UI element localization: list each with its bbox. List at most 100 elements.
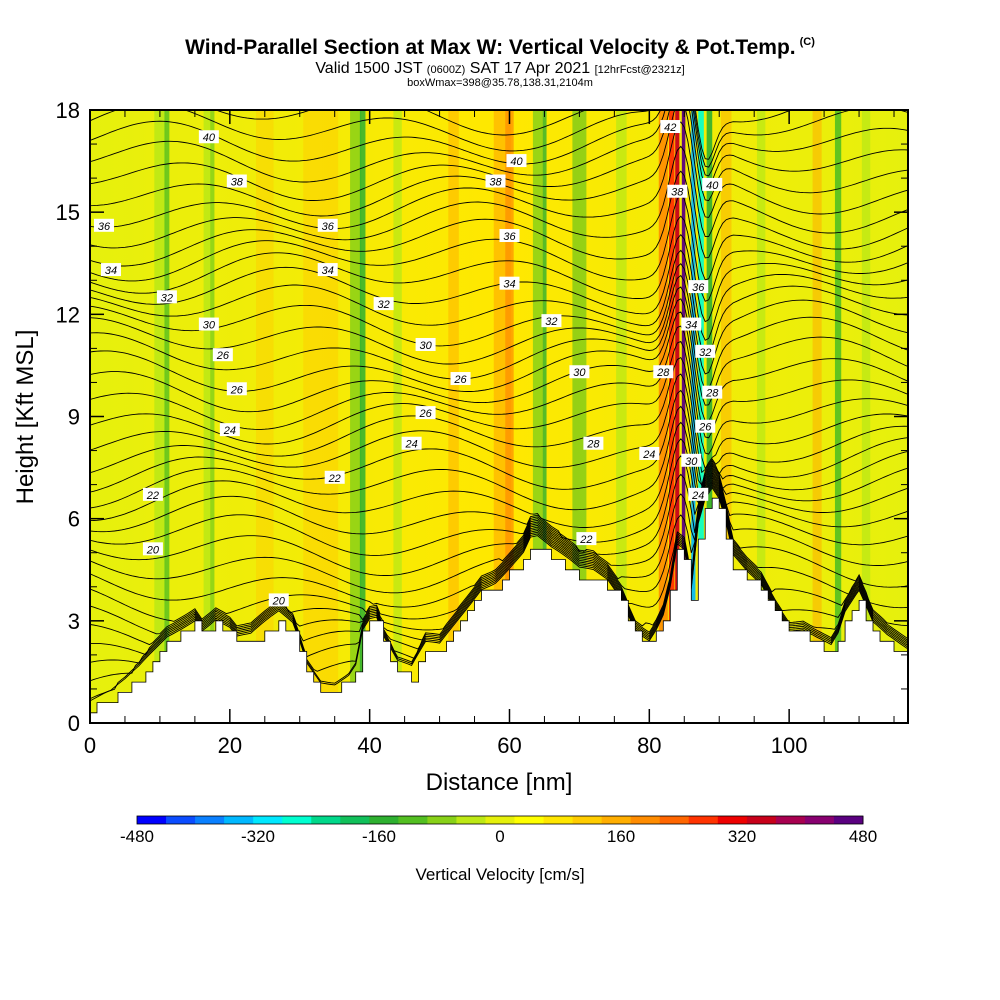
theta-label-text: 40 (510, 156, 523, 168)
colorbar-swatch (340, 816, 370, 824)
theta-label-text: 32 (161, 292, 173, 304)
theta-label-text: 26 (216, 350, 230, 362)
theta-contour-line (90, 389, 908, 493)
theta-label-bg (226, 174, 247, 188)
theta-label: 26 (450, 372, 471, 386)
colorbar-swatch (195, 816, 225, 824)
theta-label: 26 (415, 406, 436, 420)
theta-label-text: 26 (453, 374, 467, 386)
theta-label-text: 22 (328, 473, 341, 485)
colorbar-swatch (253, 816, 283, 824)
velocity-band (532, 110, 542, 723)
colorbar-swatch (427, 816, 457, 824)
velocity-band (834, 110, 842, 723)
colorbar-swatch (572, 816, 603, 824)
theta-contour-line (90, 476, 908, 640)
theta-contour-line (90, 110, 908, 177)
velocity-band (350, 110, 362, 723)
theta-label: 24 (401, 436, 422, 451)
theta-label: 36 (688, 280, 709, 294)
theta-label: 32 (373, 297, 394, 311)
velocity-band (720, 110, 732, 723)
theta-label-text: 32 (378, 299, 390, 311)
theta-label-bg (401, 436, 422, 450)
theta-label: 26 (695, 419, 716, 434)
velocity-band (668, 110, 675, 723)
colorbar-tick-label: -480 (120, 827, 154, 846)
velocity-band (210, 110, 215, 723)
y-tick-label: 12 (56, 302, 80, 327)
theta-label-bg (219, 423, 240, 437)
velocity-band (154, 110, 166, 723)
colorbar-swatch (137, 816, 167, 824)
theta-label-bg (702, 385, 723, 399)
theta-label: 40 (702, 177, 723, 192)
theta-label: 34 (100, 263, 121, 277)
theta-label: 38 (667, 184, 688, 199)
theta-label-text: 24 (642, 449, 655, 461)
y-tick-label: 18 (56, 98, 80, 123)
x-tick-label: 100 (771, 733, 808, 758)
velocity-band (359, 110, 366, 723)
colorbar-swatch (630, 816, 661, 824)
theta-label-bg (499, 229, 520, 243)
theta-label-bg (373, 297, 394, 311)
colorbar-swatch (282, 816, 312, 824)
theta-contour-line (90, 478, 908, 646)
theta-label: 38 (485, 174, 506, 189)
theta-label-bg (142, 542, 163, 556)
theta-contour-line (90, 405, 908, 511)
theta-label: 32 (541, 314, 562, 328)
theta-contour-line (214, 110, 793, 160)
y-tick-label: 3 (68, 609, 80, 634)
y-tick-label: 6 (68, 507, 80, 532)
x-tick-label: 40 (357, 733, 381, 758)
theta-label-bg (639, 446, 660, 460)
y-tick-label: 0 (68, 711, 80, 736)
forecast-label: [12hrFcst@2321z] (594, 64, 685, 76)
theta-contour-line (90, 482, 908, 664)
theta-label: 22 (142, 487, 163, 502)
theta-contour-line (90, 421, 908, 528)
theta-label: 24 (639, 446, 660, 461)
theta-label: 38 (226, 174, 247, 189)
colorbar-swatch (659, 816, 690, 824)
theta-label-text: 26 (230, 384, 244, 396)
y-axis-title: Height [Kft MSL] (12, 330, 39, 505)
theta-contour-line (90, 274, 908, 391)
theta-contour-line (90, 233, 908, 341)
theta-label: 30 (415, 337, 436, 352)
velocity-band (203, 110, 215, 723)
theta-label-text: 28 (656, 367, 670, 379)
theta-contour-line (90, 194, 908, 302)
velocity-band (675, 110, 680, 723)
valid-prefix: Valid 1500 JST (315, 60, 423, 77)
velocity-band (448, 110, 459, 723)
y-tick-label: 15 (56, 200, 80, 225)
colorbar-swatch (166, 816, 196, 824)
colorbar-tick-label: -320 (241, 827, 275, 846)
box-info: boxWmax=398@35.78,138.31,2104m (407, 77, 593, 89)
theta-label-bg (695, 344, 716, 358)
valid-utc: (0600Z) (426, 64, 466, 76)
velocity-band (256, 110, 274, 723)
theta-label-bg (485, 174, 506, 188)
theta-label-text: 34 (503, 279, 515, 291)
theta-label-bg (569, 365, 590, 379)
colorbar-tick-label: 480 (849, 827, 877, 846)
theta-label-text: 30 (419, 340, 432, 352)
theta-label-text: 28 (705, 388, 719, 400)
theta-label-text: 32 (545, 316, 557, 328)
x-tick-label: 80 (637, 733, 661, 758)
theta-label-text: 36 (503, 231, 516, 243)
colorbar-tick-label: 320 (728, 827, 756, 846)
theta-contour-line (90, 249, 908, 359)
theta-label-bg (212, 348, 233, 362)
theta-label-text: 30 (573, 367, 586, 379)
theta-label-bg (226, 382, 247, 396)
theta-contour-line (90, 455, 908, 556)
theta-label-text: 32 (699, 347, 711, 359)
velocity-band (698, 110, 704, 723)
